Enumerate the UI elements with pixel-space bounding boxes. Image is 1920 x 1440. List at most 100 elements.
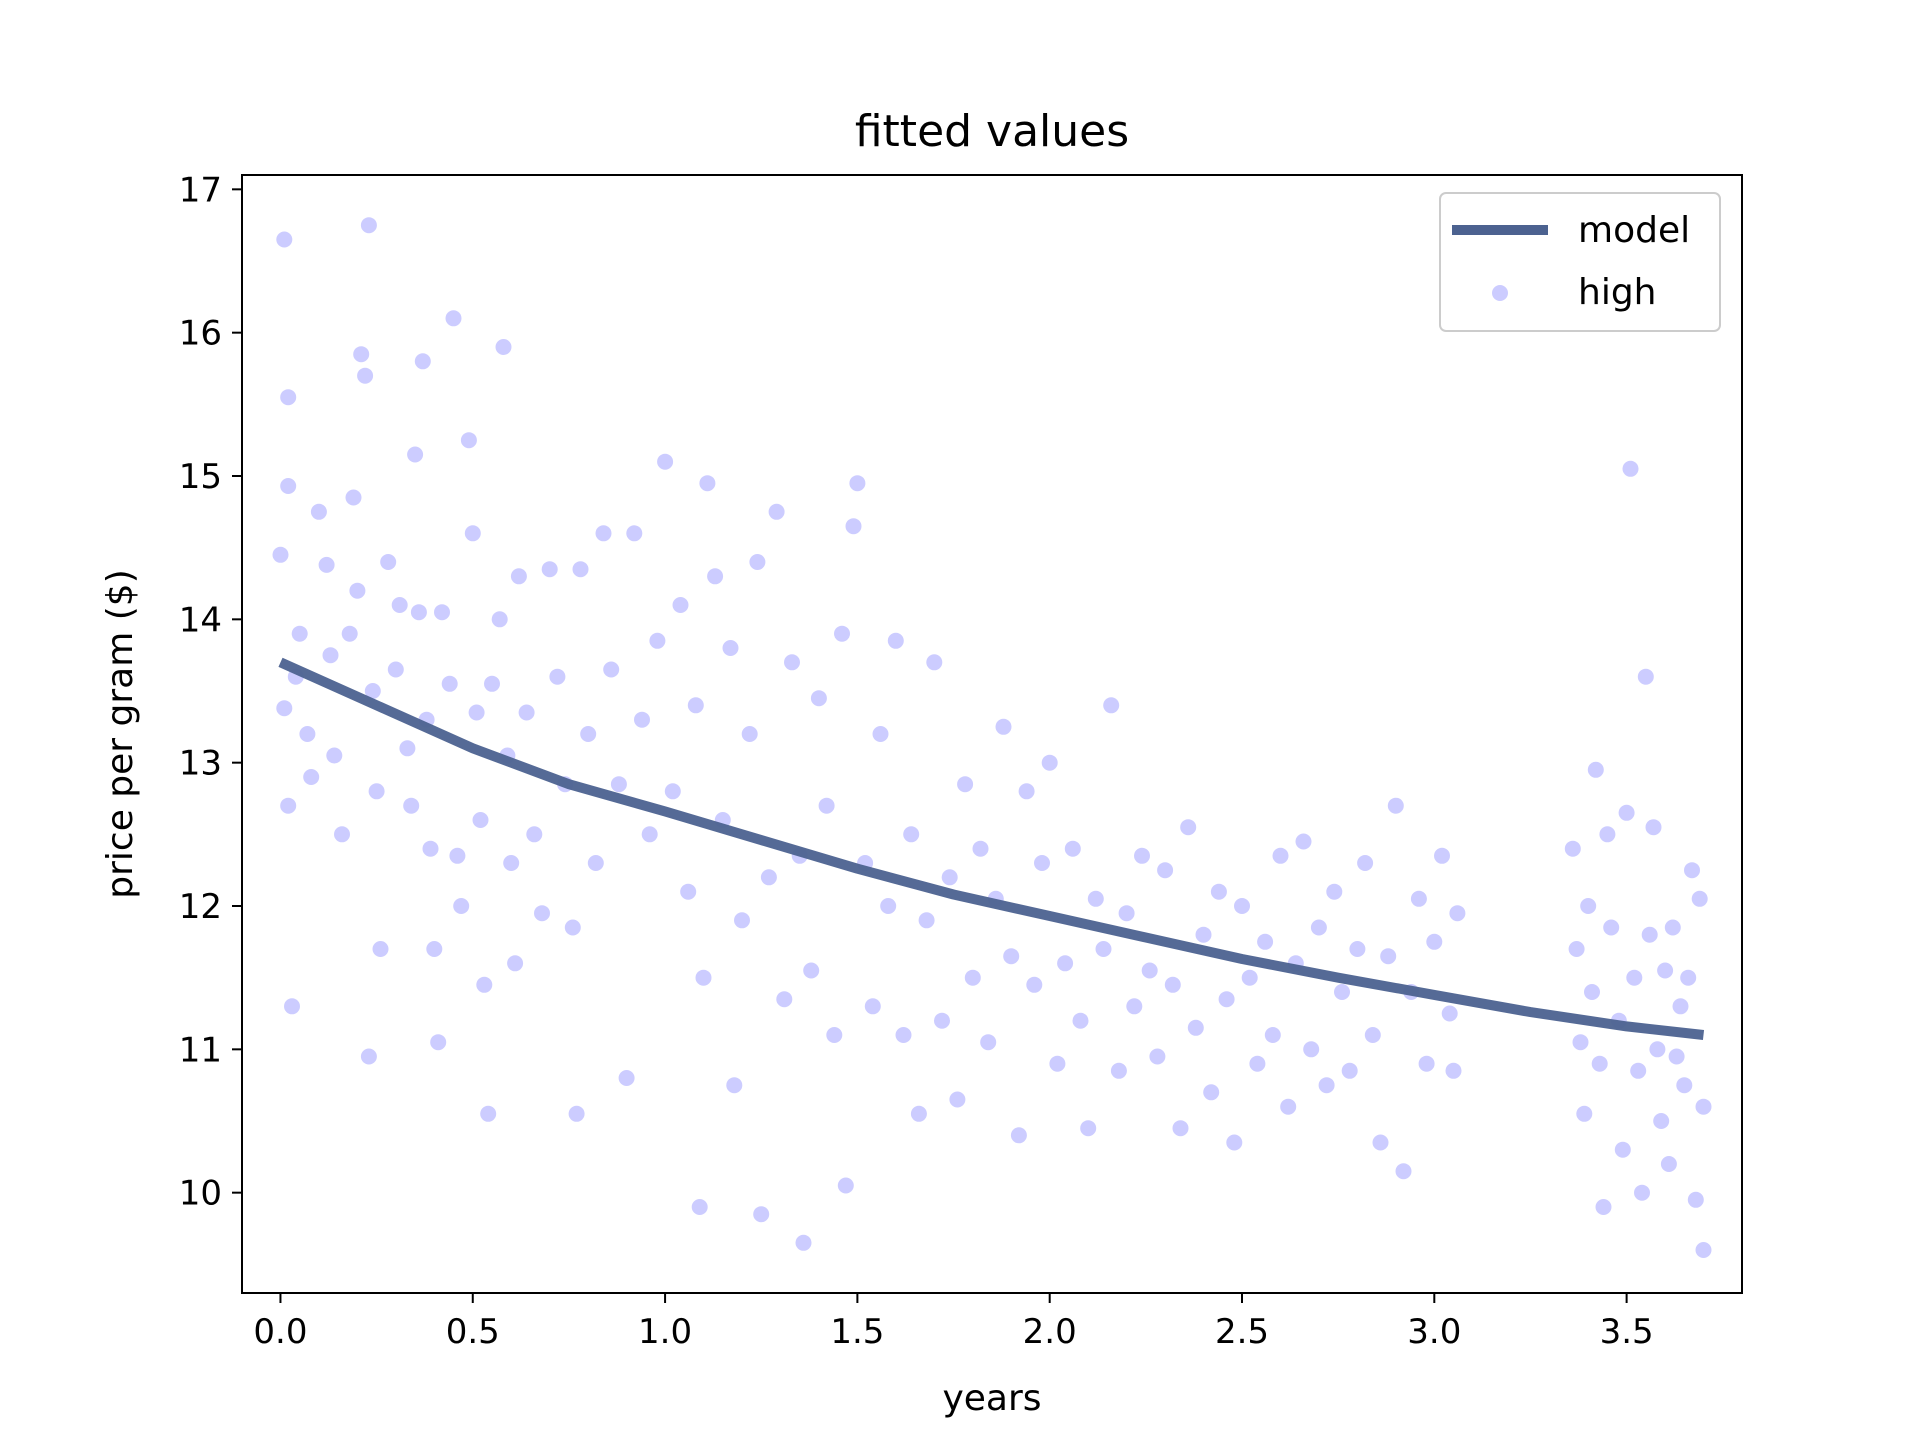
scatter-point-191 (1591, 1055, 1608, 1072)
scatter-point-156 (1249, 1055, 1266, 1072)
scatter-point-57 (526, 826, 543, 843)
scatter-point-80 (691, 1199, 708, 1215)
scatter-point-46 (472, 812, 489, 828)
scatter-point-68 (603, 661, 620, 678)
scatter-point-189 (1584, 984, 1600, 1000)
x-tick-label-6: 3.0 (1407, 1312, 1461, 1352)
scatter-point-32 (410, 604, 427, 621)
x-tick-label-4: 2.0 (1023, 1312, 1077, 1352)
scatter-point-172 (1372, 1134, 1389, 1151)
scatter-point-147 (1180, 819, 1197, 836)
scatter-point-37 (430, 1034, 447, 1051)
scatter-point-3 (272, 546, 289, 563)
x-tick-label-2: 1.0 (638, 1312, 692, 1352)
scatter-point-214 (1684, 862, 1700, 879)
scatter-point-70 (618, 1070, 635, 1086)
y-tick-label-5: 15 (179, 457, 222, 497)
scatter-point-18 (349, 582, 366, 599)
scatter-point-157 (1257, 933, 1274, 950)
scatter-point-142 (1141, 962, 1158, 979)
scatter-point-128 (1034, 855, 1050, 871)
scatter-point-175 (1395, 1163, 1412, 1180)
scatter-point-87 (734, 912, 750, 929)
scatter-point-62 (564, 919, 581, 936)
scatter-point-188 (1580, 898, 1597, 914)
scatter-point-22 (364, 683, 381, 699)
scatter-point-165 (1318, 1077, 1335, 1094)
scatter-point-129 (1041, 754, 1058, 771)
scatter-point-159 (1272, 847, 1289, 864)
scatter-point-218 (1695, 1242, 1712, 1258)
scatter-point-39 (441, 675, 458, 692)
scatter-point-86 (726, 1077, 743, 1094)
scatter-point-143 (1149, 1048, 1166, 1065)
scatter-point-38 (434, 604, 450, 621)
scatter-point-199 (1626, 969, 1643, 986)
scatter-point-10 (303, 769, 320, 785)
model-line-layer (278, 657, 1705, 1040)
scatter-point-206 (1653, 1113, 1670, 1129)
scatter-point-198 (1622, 460, 1639, 477)
scatter-point-11 (310, 503, 327, 520)
scatter-point-178 (1418, 1055, 1435, 1072)
scatter-point-19 (353, 346, 370, 363)
scatter-point-64 (572, 561, 589, 578)
x-axis-label: years (942, 1378, 1041, 1419)
scatter-point-74 (649, 632, 666, 649)
model-line (278, 657, 1705, 1040)
scatter-point-67 (595, 525, 612, 542)
scatter-point-91 (760, 869, 777, 886)
scatter-point-138 (1110, 1062, 1127, 1079)
y-tick-label-2: 12 (179, 887, 222, 927)
scatter-point-177 (1410, 890, 1427, 907)
scatter-point-209 (1664, 919, 1681, 936)
scatter-point-1 (280, 389, 297, 406)
scatter-point-203 (1641, 926, 1658, 943)
scatter-point-41 (449, 847, 466, 864)
chart-title: fitted values (855, 106, 1129, 157)
scatter-point-120 (972, 840, 989, 857)
scatter-point-63 (568, 1105, 585, 1122)
scatter-point-24 (372, 941, 389, 957)
scatter-point-197 (1618, 804, 1635, 821)
plot-frame (241, 174, 1743, 1294)
scatter-point-168 (1341, 1062, 1358, 1079)
scatter-point-65 (580, 726, 597, 742)
scatter-point-141 (1134, 847, 1150, 864)
scatter-point-190 (1587, 761, 1604, 778)
scatter-point-207 (1657, 962, 1674, 979)
scatter-point-132 (1064, 840, 1081, 857)
scatter-point-89 (749, 554, 766, 570)
scatter-point-28 (391, 597, 408, 613)
scatter-point-119 (964, 969, 981, 986)
scatter-point-200 (1630, 1062, 1647, 1079)
scatter-point-9 (299, 726, 316, 742)
scatter-point-69 (610, 776, 627, 793)
scatter-point-126 (1018, 783, 1035, 800)
scatter-point-187 (1576, 1105, 1593, 1122)
scatter-point-17 (345, 489, 362, 506)
scatter-point-44 (464, 525, 481, 542)
scatter-point-104 (849, 475, 866, 492)
x-tick-label-0: 0.0 (253, 1312, 307, 1352)
scatter-point-93 (776, 991, 793, 1008)
scatter-point-145 (1164, 976, 1181, 993)
scatter-point-76 (664, 783, 681, 800)
scatter-point-196 (1614, 1141, 1631, 1158)
scatter-point-112 (910, 1105, 927, 1122)
scatter-point-92 (768, 503, 785, 520)
scatter-point-136 (1095, 941, 1112, 957)
scatter-point-88 (741, 726, 758, 742)
scatter-point-103 (845, 518, 862, 535)
scatter-point-182 (1449, 905, 1466, 922)
scatter-point-75 (657, 453, 674, 470)
scatter-point-217 (1695, 1098, 1712, 1115)
scatter-point-49 (484, 675, 500, 692)
scatter-point-82 (699, 475, 716, 492)
scatter-point-186 (1572, 1034, 1589, 1051)
scatter-point-144 (1157, 862, 1174, 879)
scatter-point-208 (1660, 1156, 1677, 1172)
scatter-point-36 (426, 941, 443, 957)
scatter-point-153 (1226, 1134, 1243, 1151)
scatter-point-180 (1434, 847, 1450, 864)
